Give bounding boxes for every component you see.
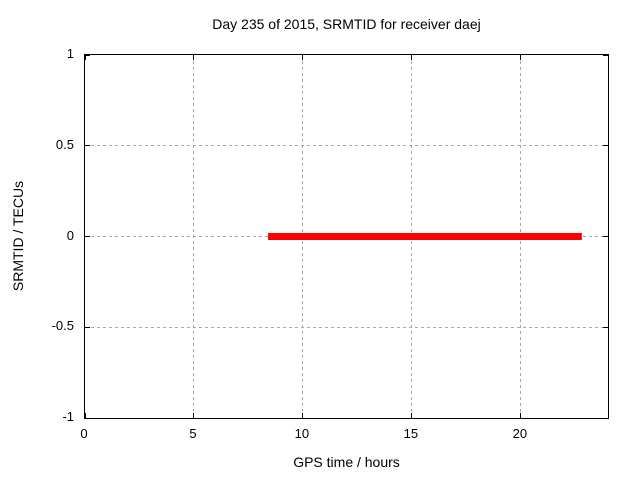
tick-mark-top <box>520 55 522 60</box>
tick-mark-left <box>85 145 90 147</box>
tick-mark-left <box>85 236 90 237</box>
y-tick-label: 0.5 <box>55 136 74 152</box>
y-tick-label: -1 <box>62 409 74 424</box>
plot-area <box>84 54 609 419</box>
tick-mark-bottom <box>411 413 413 418</box>
tick-mark-top <box>302 55 304 60</box>
tick-mark-right <box>603 145 608 147</box>
tick-mark-top <box>84 55 86 60</box>
x-tick-label: 10 <box>294 426 310 441</box>
tick-mark-bottom <box>302 413 304 418</box>
tick-mark-top <box>411 55 413 60</box>
tick-mark-top <box>193 55 195 60</box>
x-tick-label: 20 <box>512 426 528 441</box>
y-tick-label: 1 <box>66 46 74 61</box>
tick-mark-left <box>85 326 90 328</box>
series-layer <box>268 233 582 240</box>
grid-line-horizontal <box>85 326 608 328</box>
x-tick-label: 15 <box>403 426 419 441</box>
y-tick-label: -0.5 <box>51 318 74 334</box>
chart-title: Day 235 of 2015, SRMTID for receiver dae… <box>212 16 481 32</box>
grid-line-horizontal <box>85 145 608 147</box>
tick-mark-right <box>603 236 608 237</box>
tick-mark-left <box>85 54 90 56</box>
x-tick-label: 5 <box>189 426 197 441</box>
tick-mark-left <box>85 417 90 419</box>
x-tick-label: 0 <box>80 426 88 441</box>
x-axis-label: GPS time / hours <box>293 454 400 470</box>
tick-mark-right <box>603 326 608 328</box>
tick-mark-bottom <box>193 413 195 418</box>
tick-mark-right <box>603 417 608 419</box>
tick-mark-right <box>603 54 608 56</box>
tick-mark-bottom <box>84 413 86 418</box>
tick-mark-bottom <box>520 413 522 418</box>
y-tick-label: 0 <box>66 227 74 243</box>
